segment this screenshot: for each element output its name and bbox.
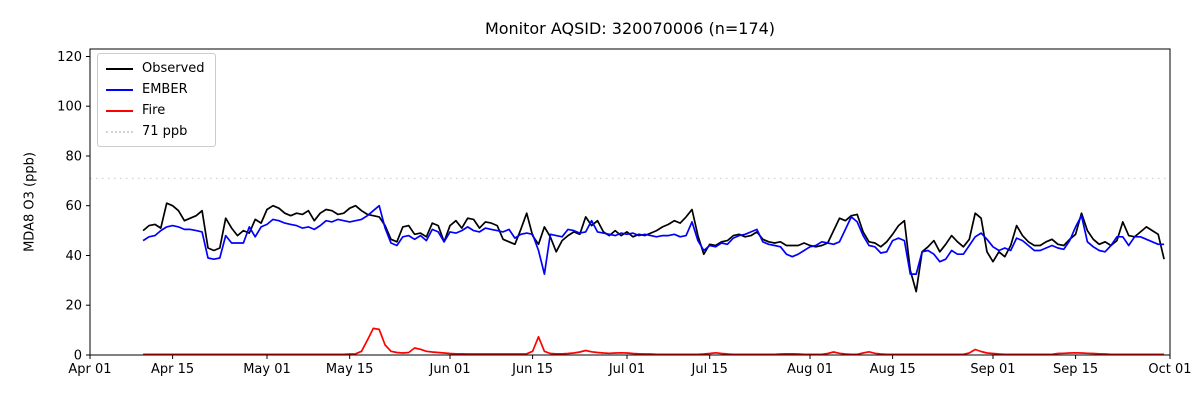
- legend-swatch-ember: [106, 88, 133, 91]
- x-tick-label: Apr 15: [151, 362, 194, 377]
- x-tick-label: Sep 01: [970, 362, 1015, 377]
- legend-swatch-71-ppb: [106, 130, 133, 133]
- y-tick-label: 80: [65, 150, 82, 165]
- legend-swatch-fire: [106, 109, 133, 112]
- x-tick-label: Apr 01: [68, 362, 111, 377]
- x-tick-label: May 15: [326, 362, 374, 377]
- legend-label: Observed: [142, 61, 205, 76]
- y-tick-label: 100: [57, 100, 82, 115]
- legend-label: Fire: [142, 103, 166, 118]
- x-tick-label: Sep 15: [1053, 362, 1098, 377]
- x-tick-label: Jun 15: [511, 362, 553, 377]
- observed-line: [142, 202, 1165, 293]
- plot-frame: [89, 48, 1171, 356]
- legend-label: 71 ppb: [142, 124, 188, 139]
- legend-item: Observed: [106, 58, 205, 79]
- legend-item: 71 ppb: [106, 121, 205, 142]
- x-tick-label: May 01: [243, 362, 291, 377]
- chart-title: Monitor AQSID: 320070006 (n=174): [484, 19, 776, 38]
- y-tick-label: 20: [65, 299, 82, 314]
- x-tick-label: Aug 15: [870, 362, 916, 377]
- legend-item: EMBER: [106, 79, 205, 100]
- x-tick-label: Jul 01: [608, 362, 645, 377]
- legend-label: EMBER: [142, 82, 188, 97]
- legend-swatch-observed: [106, 67, 133, 70]
- legend-item: Fire: [106, 100, 205, 121]
- y-tick-label: 60: [65, 199, 82, 214]
- ember-line: [142, 204, 1165, 275]
- x-tick-label: Jul 15: [691, 362, 728, 377]
- x-tick-label: Aug 01: [787, 362, 833, 377]
- y-tick-label: 40: [65, 249, 82, 264]
- fire-line: [143, 327, 1165, 356]
- x-tick-label: Jun 01: [429, 362, 471, 377]
- legend: Observed EMBER Fire 71 ppb: [97, 53, 216, 147]
- y-tick-label: 120: [57, 50, 82, 65]
- x-tick-label: Oct 01: [1148, 362, 1191, 377]
- y-tick-label: 0: [74, 349, 82, 364]
